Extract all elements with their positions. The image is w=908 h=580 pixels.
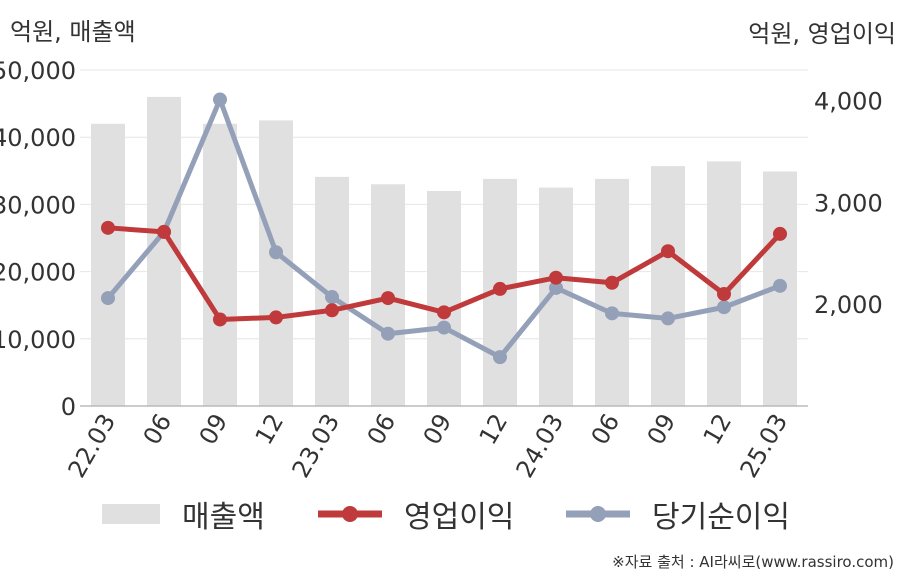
legend-swatch-net-income xyxy=(566,506,630,522)
legend-item-operating-profit: 영업이익 xyxy=(318,490,514,538)
point-net-income xyxy=(605,306,619,321)
point-operating-profit xyxy=(269,310,283,325)
legend-label-revenue: 매출액 xyxy=(182,500,265,535)
y-left-tick-label: 30,000 xyxy=(0,191,76,219)
bar-revenue xyxy=(91,123,125,406)
left-axis-unit: 억원, 매출액 xyxy=(10,18,136,46)
bar-revenue xyxy=(539,187,573,406)
x-tick-label: 25.03 xyxy=(735,409,794,483)
right-axis-unit: 억원, 영업이익 xyxy=(748,20,896,48)
x-tick-label: 09 xyxy=(194,409,234,449)
y-right-tick-label: 2,000 xyxy=(814,291,883,319)
x-tick-label: 06 xyxy=(138,409,178,449)
x-tick-label: 09 xyxy=(418,409,458,449)
point-net-income xyxy=(381,326,395,341)
point-net-income xyxy=(717,300,731,315)
bar-revenue xyxy=(651,166,685,406)
y-left-tick-label: 10,000 xyxy=(0,326,76,354)
point-operating-profit xyxy=(717,287,731,301)
point-net-income xyxy=(773,278,787,293)
y-left-tick-label: 40,000 xyxy=(0,124,76,152)
point-operating-profit xyxy=(549,270,563,285)
x-tick-label: 06 xyxy=(362,409,402,449)
point-operating-profit xyxy=(101,220,115,235)
point-operating-profit xyxy=(381,291,395,306)
x-tick-label: 06 xyxy=(586,409,626,449)
legend-swatch-operating-profit xyxy=(318,506,382,522)
legend-item-net-income: 당기순이익 xyxy=(566,490,790,538)
point-operating-profit xyxy=(773,226,787,241)
point-net-income xyxy=(549,280,563,295)
x-tick-label: 24.03 xyxy=(511,409,570,483)
legend: 매출액 영업이익 당기순이익 xyxy=(0,490,908,538)
y-left-tick-label: 0 xyxy=(61,393,76,421)
point-net-income xyxy=(213,92,227,107)
point-operating-profit xyxy=(157,224,171,239)
y-right-tick-label: 4,000 xyxy=(814,88,883,116)
legend-label-net-income: 당기순이익 xyxy=(652,500,790,535)
bar-revenue xyxy=(595,178,629,406)
point-operating-profit xyxy=(661,244,675,259)
source-note: ※자료 출처 : AI라씨로(www.rassiro.com) xyxy=(612,553,894,571)
legend-swatch-revenue xyxy=(102,504,160,524)
legend-item-revenue: 매출액 xyxy=(102,490,265,538)
point-net-income xyxy=(101,291,115,306)
x-tick-label: 12 xyxy=(474,409,514,449)
bar-revenue xyxy=(427,190,461,406)
x-tick-label: 09 xyxy=(642,409,682,449)
point-operating-profit xyxy=(325,303,339,318)
x-tick-label: 12 xyxy=(250,409,290,449)
point-operating-profit xyxy=(437,305,451,320)
point-operating-profit xyxy=(605,275,619,290)
point-net-income xyxy=(437,320,451,335)
point-net-income xyxy=(661,311,675,326)
x-tick-label: 23.03 xyxy=(287,409,346,483)
y-left-tick-label: 20,000 xyxy=(0,259,76,287)
x-tick-label: 12 xyxy=(698,409,738,449)
point-operating-profit xyxy=(213,312,227,327)
point-net-income xyxy=(269,245,283,260)
bar-revenue xyxy=(203,123,237,406)
legend-label-operating-profit: 영업이익 xyxy=(404,500,515,535)
point-operating-profit xyxy=(493,281,507,296)
point-net-income xyxy=(493,350,507,365)
point-net-income xyxy=(325,290,339,305)
y-left-tick-label: 50,000 xyxy=(0,57,76,85)
y-right-tick-label: 3,000 xyxy=(814,189,883,217)
